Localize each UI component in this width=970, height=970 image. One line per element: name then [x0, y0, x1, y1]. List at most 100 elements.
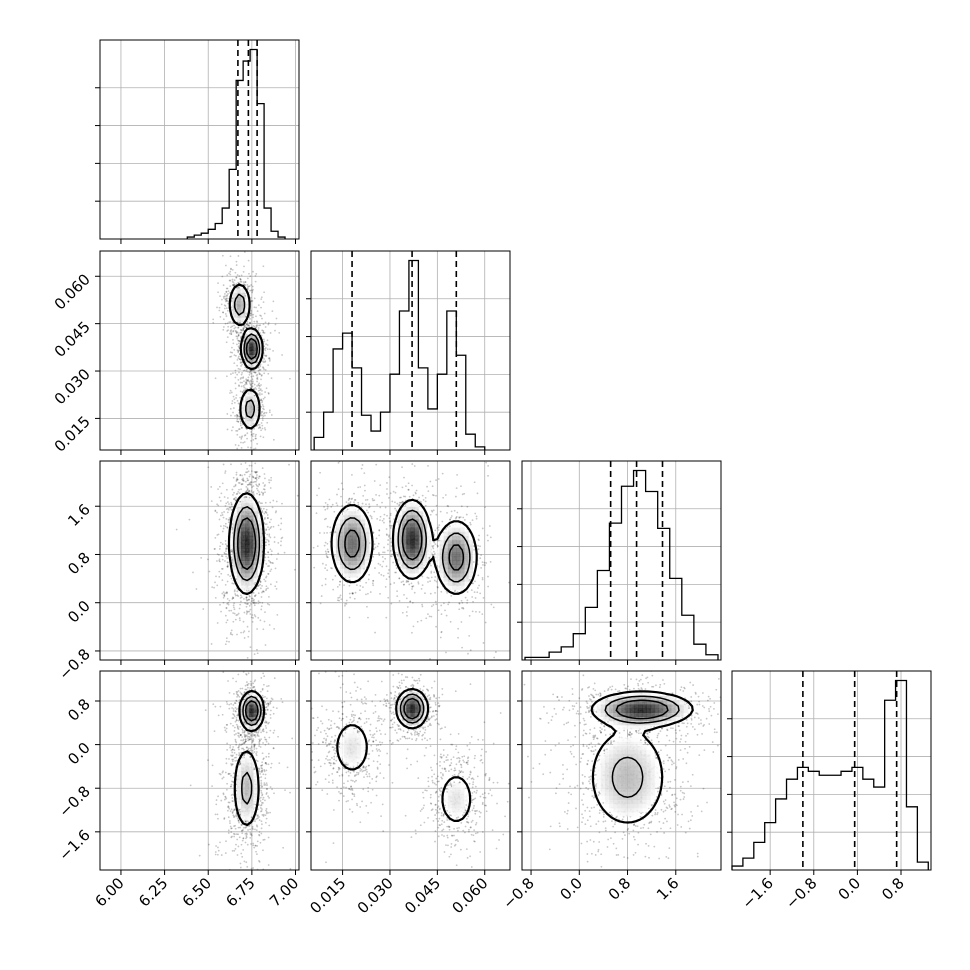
sample-point	[236, 415, 239, 418]
sample-point	[372, 531, 375, 534]
density-cell	[232, 548, 238, 553]
sample-point	[359, 589, 361, 592]
sample-point	[403, 593, 405, 596]
sample-point	[326, 556, 329, 559]
sample-point	[261, 467, 264, 470]
sample-point	[268, 559, 270, 562]
sample-point	[508, 581, 510, 584]
sample-point	[264, 644, 267, 646]
sample-point	[225, 502, 228, 505]
sample-point	[216, 534, 219, 536]
density-cell	[451, 581, 457, 586]
sample-point	[228, 332, 231, 335]
sample-point	[248, 475, 251, 478]
sample-point	[383, 513, 386, 516]
sample-point	[264, 349, 267, 352]
sample-point	[304, 546, 306, 548]
sample-point	[352, 592, 354, 595]
sample-point	[230, 550, 233, 553]
density-cell	[451, 577, 457, 582]
sample-point	[402, 495, 405, 498]
sample-point	[240, 274, 243, 277]
density-cell	[232, 292, 238, 298]
sample-point	[351, 497, 354, 500]
sample-point	[450, 594, 453, 597]
histogram-bar	[447, 311, 456, 450]
sample-point	[226, 580, 229, 583]
histogram-bar	[706, 655, 718, 660]
density-cell	[249, 354, 254, 360]
sample-point	[238, 488, 240, 491]
density-cell	[245, 506, 250, 512]
sample-point	[234, 499, 237, 501]
sample-point	[368, 505, 371, 508]
sample-point	[268, 543, 270, 546]
sample-point	[268, 528, 271, 531]
sample-point	[225, 291, 228, 293]
sample-point	[226, 330, 229, 332]
sample-point	[456, 511, 459, 514]
sample-point	[232, 329, 235, 332]
sample-point	[234, 387, 237, 390]
histogram-bar	[371, 431, 380, 450]
sample-point	[250, 483, 252, 486]
sample-point	[418, 496, 420, 499]
histogram-bar	[271, 231, 278, 239]
sample-point	[434, 600, 437, 603]
sample-point	[473, 481, 476, 484]
sample-point	[226, 619, 229, 622]
sample-point	[432, 544, 435, 547]
sample-point	[251, 285, 254, 288]
sample-point	[274, 329, 276, 332]
density-cell	[245, 552, 250, 557]
sample-point	[261, 509, 264, 512]
sample-point	[269, 548, 272, 551]
sample-point	[220, 298, 223, 301]
sample-point	[262, 405, 265, 408]
sample-point	[263, 512, 266, 515]
sample-point	[243, 441, 246, 443]
sample-point	[224, 614, 227, 617]
sample-point	[376, 503, 379, 506]
density-cell	[236, 519, 242, 524]
sample-point	[337, 461, 340, 464]
sample-point	[250, 289, 253, 292]
sample-point	[413, 453, 415, 455]
sample-point	[481, 561, 484, 564]
sample-point	[252, 476, 255, 479]
sample-point	[266, 538, 268, 541]
histogram-frame	[731, 670, 932, 871]
sample-point	[240, 488, 242, 491]
sample-point	[391, 500, 394, 503]
sample-point	[260, 429, 263, 432]
histogram-bar	[314, 437, 323, 450]
sample-point	[217, 504, 220, 507]
sample-point	[256, 487, 258, 490]
sample-point	[383, 521, 385, 524]
sample-point	[269, 561, 272, 564]
sample-point	[230, 333, 233, 335]
histogram-bar	[754, 842, 765, 870]
histogram-bar	[352, 368, 361, 450]
density-cell	[245, 519, 250, 524]
sample-point	[260, 374, 263, 377]
density-cell	[232, 560, 238, 566]
sample-point	[401, 611, 404, 614]
sample-point	[385, 528, 388, 530]
sample-point	[256, 324, 259, 327]
sample-point	[281, 354, 283, 356]
density-cell	[232, 535, 238, 541]
sample-point	[231, 346, 233, 349]
density-cell	[257, 519, 263, 524]
sample-point	[275, 558, 278, 560]
sample-point	[266, 339, 269, 342]
sample-point	[221, 530, 224, 533]
sample-point	[395, 571, 397, 574]
sample-point	[257, 383, 260, 386]
density-cell	[245, 502, 250, 508]
sample-point	[449, 620, 452, 623]
sample-point	[226, 565, 229, 568]
sample-point	[270, 550, 273, 553]
histogram-bar	[658, 528, 670, 660]
sample-point	[270, 476, 273, 479]
